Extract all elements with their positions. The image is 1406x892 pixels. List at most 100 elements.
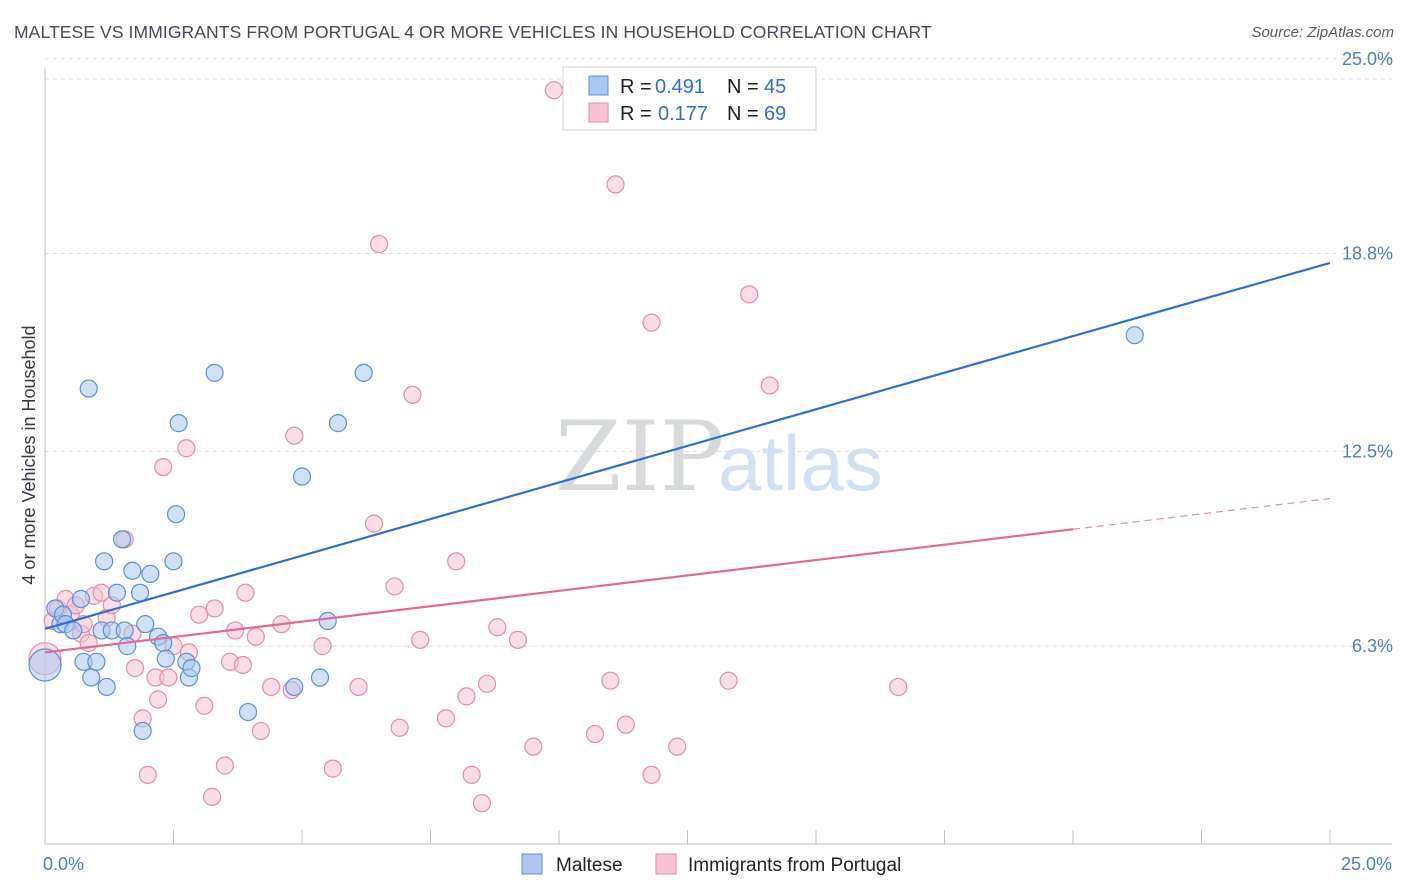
y-tick-label: 12.5% — [1342, 441, 1393, 461]
scatter-point — [154, 457, 173, 477]
scatter-point — [262, 677, 281, 697]
bottom-legend-label-maltese: Maltese — [556, 855, 623, 876]
scatter-point — [1125, 326, 1144, 345]
y-tick-label: 18.8% — [1342, 244, 1393, 264]
scatter-point — [457, 687, 476, 706]
scatter-point — [177, 439, 196, 458]
bottom-legend-label-portugal: Immigrants from Portugal — [688, 855, 901, 876]
y-tick-label: 6.3% — [1352, 636, 1393, 656]
scatter-point — [364, 514, 384, 533]
x-tick-label-min: 0.0% — [43, 854, 84, 874]
scatter-point — [601, 671, 620, 690]
chart-source: Source: ZipAtlas.com — [1251, 24, 1394, 41]
scatter-point — [233, 655, 252, 675]
scatter-point — [123, 561, 142, 580]
chart-title: MALTESE VS IMMIGRANTS FROM PORTUGAL 4 OR… — [14, 22, 932, 42]
scatter-point — [668, 737, 687, 756]
scatter-point — [760, 376, 779, 395]
scatter-point — [205, 599, 224, 618]
bottom-legend-swatch-portugal — [655, 853, 677, 875]
scatter-point — [118, 637, 137, 656]
watermark-atlas: atlas — [718, 419, 883, 507]
scatter-point — [354, 363, 373, 382]
scatter-point — [251, 721, 270, 741]
scatter-point — [79, 379, 98, 398]
y-axis-label: 4 or more Vehicles in Household — [19, 325, 39, 584]
scatter-point — [411, 630, 430, 649]
trend-lines — [44, 261, 1331, 654]
scatter-point — [164, 552, 183, 571]
scatter-point — [133, 721, 152, 741]
scatter-point — [642, 313, 661, 332]
scatter-point — [616, 715, 635, 734]
scatter-point — [349, 677, 368, 697]
scatter-point — [462, 765, 481, 784]
y-tick-label: 25.0% — [1342, 49, 1393, 69]
scatter-point — [112, 530, 132, 549]
trend-line-maltese — [44, 261, 1331, 630]
scatter-point — [385, 577, 404, 596]
scatter-point — [436, 709, 456, 728]
scatter-point — [95, 552, 114, 571]
scatter-point — [403, 385, 422, 404]
series-maltese-points — [28, 326, 1144, 741]
scatter-point — [156, 649, 175, 668]
scatter-point — [238, 702, 258, 722]
scatter-point — [740, 285, 759, 304]
scatter-point — [390, 718, 409, 737]
scatter-point — [447, 552, 466, 571]
scatter-point — [318, 611, 337, 631]
scatter-point — [719, 671, 738, 690]
scatter-point — [292, 467, 312, 486]
legend-n-label-portugal: N = — [727, 103, 759, 125]
scatter-point — [488, 618, 507, 637]
scatter-point — [148, 690, 168, 709]
scatter-point — [195, 696, 214, 715]
scatter-point — [310, 668, 330, 687]
scatter-point — [125, 659, 145, 678]
scatter-point — [159, 668, 178, 687]
scatter-point — [313, 637, 332, 656]
scatter-point — [107, 583, 127, 602]
scatter-point — [97, 677, 116, 697]
scatter-point — [544, 81, 563, 100]
legend-n-value-portugal: 69 — [764, 103, 786, 125]
scatter-point — [472, 794, 491, 813]
scatter-point — [889, 677, 908, 697]
scatter-point — [524, 737, 543, 756]
scatter-point — [141, 564, 160, 583]
scatter-point — [215, 756, 234, 775]
grid-layer — [45, 58, 1392, 647]
scatter-point — [64, 621, 83, 640]
scatter-point — [166, 505, 186, 524]
scatter-point — [477, 674, 497, 693]
scatter-point — [190, 605, 209, 624]
scatter-point — [115, 621, 134, 640]
scatter-point — [138, 765, 157, 784]
scatter-point — [236, 583, 255, 602]
scatter-point — [508, 630, 527, 649]
scatter-point — [71, 589, 91, 609]
scatter-point — [642, 765, 661, 784]
scatter-point — [130, 583, 150, 602]
scatter-point — [285, 426, 304, 445]
x-tick-label-max: 25.0% — [1341, 854, 1392, 874]
legend-r-value-maltese: 0.491 — [655, 76, 705, 98]
legend: R = 0.491 N = 45 R = 0.177 N = 69 — [562, 66, 817, 131]
scatter-point — [246, 627, 265, 646]
scatter-point — [87, 652, 106, 671]
scatter-point — [323, 759, 342, 778]
scatter-point — [136, 615, 155, 634]
scatter-point — [285, 677, 304, 697]
legend-swatch-portugal — [588, 102, 609, 123]
trend-line-portugal — [44, 528, 1074, 654]
scatter-point — [28, 648, 62, 682]
trend-line-portugal-extension — [1072, 497, 1331, 530]
scatter-point — [82, 668, 101, 687]
watermark-zip: ZIP — [555, 401, 724, 513]
scatter-point — [606, 175, 625, 194]
legend-n-label-maltese: N = — [727, 76, 759, 98]
legend-r-label-portugal: R = — [620, 103, 652, 125]
bottom-legend-swatch-maltese — [521, 853, 543, 875]
